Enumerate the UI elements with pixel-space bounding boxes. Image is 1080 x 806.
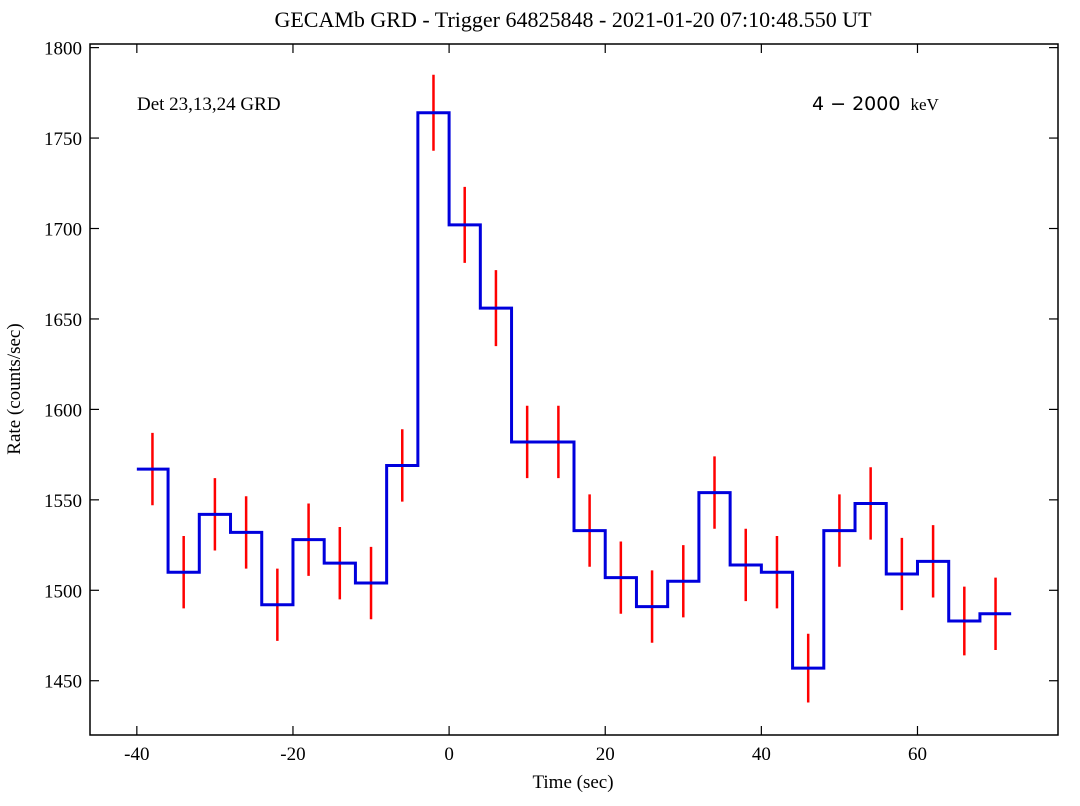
energy-unit-label: keV: [910, 95, 939, 114]
y-tick-label: 1700: [44, 220, 82, 241]
y-tick-label: 1550: [44, 491, 82, 512]
energy-range-label: 4 − 2000: [812, 93, 900, 115]
x-tick-label: 40: [752, 744, 771, 765]
plot-frame: [89, 43, 1059, 736]
x-tick-label: 0: [444, 744, 454, 765]
y-tick-label: 1600: [44, 400, 82, 421]
x-tick-label: -40: [124, 744, 149, 765]
y-tick-label: 1450: [44, 672, 82, 693]
error-bars: [151, 74, 997, 703]
x-axis-ticks: -40 -20 0 20 40 60: [124, 44, 927, 765]
y-tick-label: 1750: [44, 129, 82, 150]
y-tick-label: 1500: [44, 581, 82, 602]
x-tick-label: 20: [596, 744, 615, 765]
chart-title: GECAMb GRD - Trigger 64825848 - 2021-01-…: [274, 7, 872, 32]
x-axis-label: Time (sec): [532, 772, 613, 793]
y-axis-label: Rate (counts/sec): [4, 323, 25, 454]
lightcurve-step-line: [136, 111, 1012, 670]
energy-annotation: 4 − 2000 keV: [812, 93, 939, 115]
x-tick-label: 60: [908, 744, 927, 765]
y-tick-label: 1800: [44, 39, 82, 60]
detector-annotation: Det 23,13,24 GRD: [137, 94, 281, 115]
y-axis-ticks: 1450 1500 1550 1600 1650 1700 1750 1800: [44, 39, 1058, 693]
x-tick-label: -20: [280, 744, 305, 765]
y-tick-label: 1650: [44, 310, 82, 331]
